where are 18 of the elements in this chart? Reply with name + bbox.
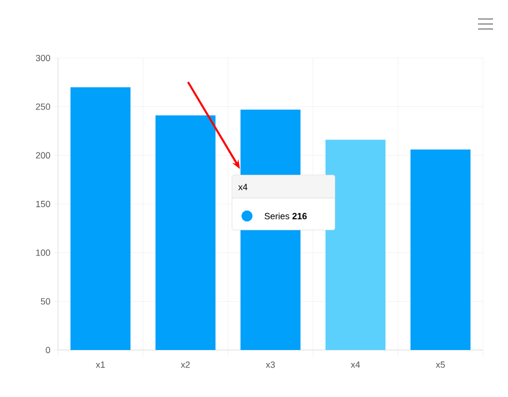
y-tick-label: 150	[36, 200, 50, 208]
x-tick-label: x2	[180, 362, 190, 368]
x-tick-label: x3	[266, 362, 275, 368]
x-tick-label: x4	[350, 362, 360, 368]
bar	[70, 87, 130, 350]
y-tick-label: 100	[36, 249, 50, 256]
x-tick-label: x5	[436, 362, 445, 368]
x-tick-label: x1	[96, 362, 105, 368]
y-tick-label: 200	[36, 152, 50, 159]
annotation: x4	[238, 184, 248, 190]
y-tick-label: 50	[40, 298, 50, 305]
y-tick-label: 300	[36, 54, 50, 62]
y-tick-label: 0	[46, 346, 50, 354]
y-tick-label: 250	[36, 103, 50, 110]
bar	[410, 149, 470, 350]
bar	[156, 115, 216, 350]
bar	[326, 140, 386, 350]
annotation: Series 216	[264, 212, 307, 220]
